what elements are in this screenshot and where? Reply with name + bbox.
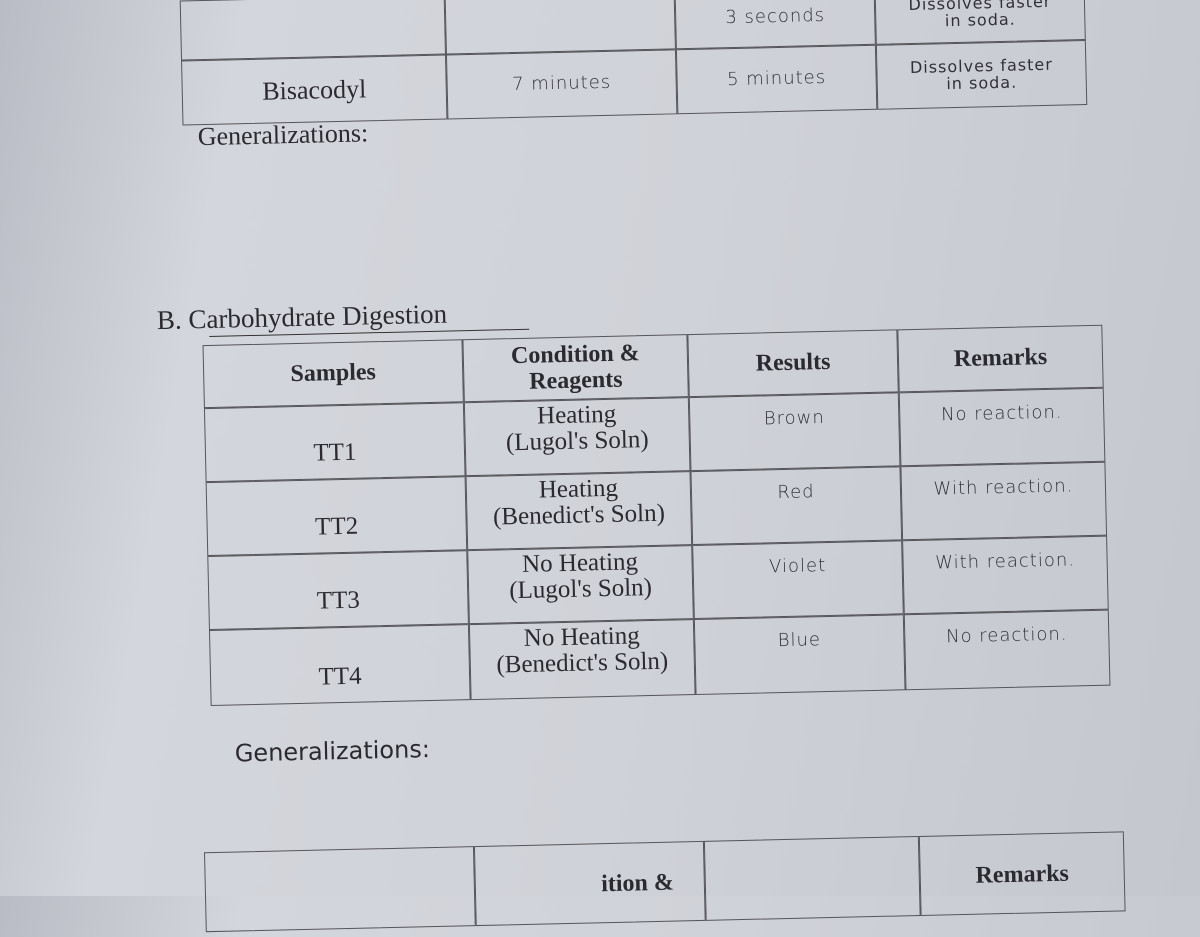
empty-cell (179, 0, 446, 61)
header-cell: Samples (202, 339, 464, 409)
header-cell: ition & (473, 840, 706, 927)
table-cell: Heating (Benedict's Soln) (465, 471, 693, 551)
table-cell: Blue (693, 614, 906, 696)
title-underline (208, 298, 530, 337)
table-cell: Dissolves faster in soda. (874, 0, 1086, 45)
table-cell: No Heating (Lugol's Soln) (467, 545, 694, 625)
header-cell: Condition & Reagents (462, 334, 689, 403)
table-cell: 5 minutes (675, 44, 878, 115)
header-cell: Remarks (897, 324, 1104, 393)
table-cell: No Heating (Benedict's Soln) (468, 619, 696, 701)
table-cell: No reaction. (903, 609, 1111, 691)
table-cell: With reaction. (902, 535, 1109, 615)
table-cell: 7 minutes (445, 49, 678, 120)
table-cell: No reaction. (898, 387, 1106, 467)
table-cell: 3 seconds (674, 0, 876, 50)
table-cell: With reaction. (900, 461, 1108, 541)
table-cell: Heating (Lugol's Soln) (463, 397, 691, 477)
table-cell: TT2 (205, 476, 468, 557)
header-cell: Remarks (918, 831, 1126, 916)
table-cell: Violet (692, 540, 904, 620)
empty-cell (204, 846, 476, 933)
table-cell: TT4 (208, 624, 471, 707)
worksheet: Generalizations: B. Carbohydrate Digesti… (157, 0, 1126, 933)
empty-cell (444, 0, 676, 55)
header-cell: Results (687, 329, 899, 398)
table-cell: Bisacodyl (181, 54, 448, 126)
table-cell: TT3 (207, 550, 469, 631)
generalizations-label: Generalizations: (234, 735, 431, 768)
table-cell: Red (690, 466, 903, 546)
table-cell: TT1 (203, 402, 466, 483)
table-cell: Dissolves faster in soda. (875, 40, 1088, 110)
empty-cell (703, 836, 921, 921)
table-cell: Brown (688, 392, 901, 472)
